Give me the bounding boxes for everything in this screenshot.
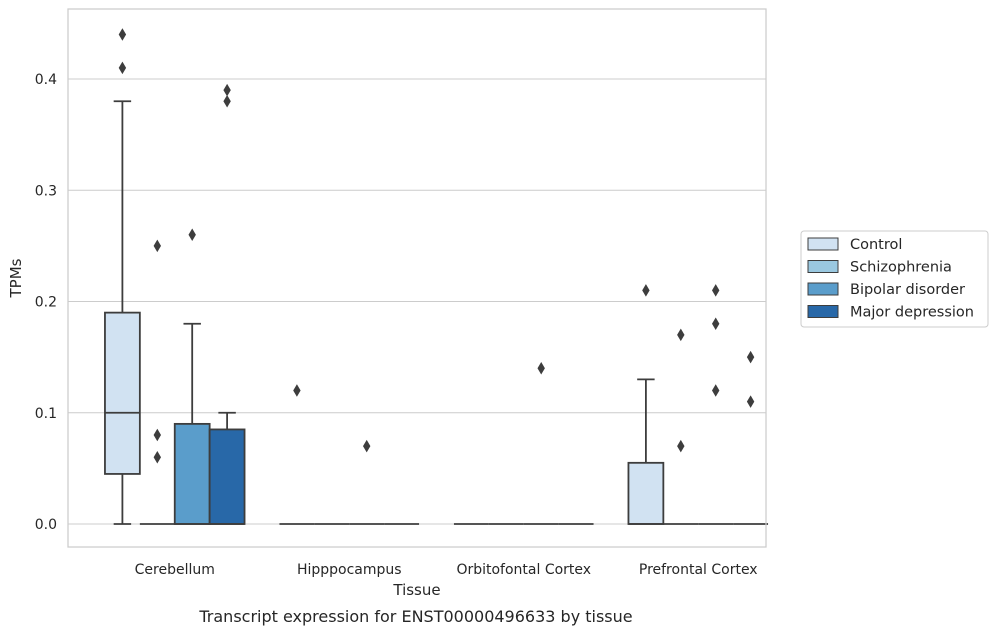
box-major-depression — [208, 83, 246, 525]
legend-swatch — [807, 237, 839, 251]
box-schizophrenia — [663, 328, 699, 525]
box-bipolar-disorder — [349, 439, 385, 525]
y-tick-label: 0.1 — [35, 406, 57, 422]
outlier-point — [362, 439, 371, 453]
box-iqr — [627, 461, 665, 525]
plot-frame — [67, 8, 767, 548]
legend-swatch — [807, 282, 839, 296]
box-control — [279, 384, 315, 525]
y-tick-label: 0.2 — [35, 295, 57, 311]
outlier-point — [677, 439, 685, 453]
outlier-point — [293, 384, 301, 397]
box-iqr — [173, 422, 211, 525]
outlier-point — [153, 428, 162, 442]
outlier-point — [711, 317, 720, 331]
outlier-point — [188, 228, 196, 242]
outlier-point — [711, 384, 720, 397]
outlier-point — [223, 94, 231, 108]
outlier-point — [746, 395, 755, 408]
box-control — [104, 28, 141, 525]
y-tick-label: 0.0 — [35, 517, 57, 533]
box-schizophrenia — [139, 239, 175, 525]
outlier-point — [642, 284, 650, 297]
outlier-point — [677, 328, 685, 342]
box-iqr — [104, 311, 141, 475]
y-tick-label: 0.4 — [35, 72, 57, 88]
outlier-point — [746, 350, 755, 364]
x-tick-label: Cerebellum — [135, 562, 215, 578]
box-major-depression — [733, 350, 769, 525]
box-bipolar-disorder — [523, 361, 559, 525]
outlier-point — [711, 284, 720, 297]
x-tick-label: Hipppocampus — [297, 562, 402, 578]
outlier-point — [537, 361, 545, 375]
y-tick-labels: 0.0 0.1 0.2 0.3 0.4 — [35, 72, 57, 533]
x-axis-title: Tissue — [392, 581, 440, 599]
legend-label: Control — [850, 237, 902, 253]
box-bipolar-disorder — [698, 284, 734, 525]
legend-swatch — [807, 260, 839, 273]
outlier-point — [118, 61, 127, 75]
x-tick-label: Prefrontal Cortex — [639, 562, 758, 578]
outlier-point — [223, 83, 231, 97]
legend: Control Schizophrenia Bipolar disorder Majo… — [800, 230, 989, 328]
chart-caption: Transcript expression for ENST0000049663… — [198, 607, 632, 626]
boxes — [104, 28, 769, 525]
x-tick-labels: Cerebellum Hipppocampus Orbitofontal Corte… — [135, 562, 758, 578]
box-control — [627, 284, 665, 525]
y-axis-title: TPMs — [7, 258, 25, 298]
box-iqr — [208, 428, 246, 525]
legend-label: Major depression — [850, 305, 974, 321]
outlier-point — [118, 28, 127, 41]
outlier-point — [153, 239, 162, 253]
legend-entries: Control Schizophrenia Bipolar disorder Majo… — [807, 237, 974, 321]
legend-swatch — [807, 305, 839, 318]
box-bipolar-disorder — [173, 228, 211, 525]
legend-label: Bipolar disorder — [850, 282, 965, 298]
outlier-point — [153, 450, 162, 464]
x-tick-label: Orbitofontal Cortex — [456, 562, 591, 578]
legend-label: Schizophrenia — [850, 260, 952, 276]
legend-frame — [800, 230, 989, 328]
y-tick-label: 0.3 — [35, 183, 57, 199]
